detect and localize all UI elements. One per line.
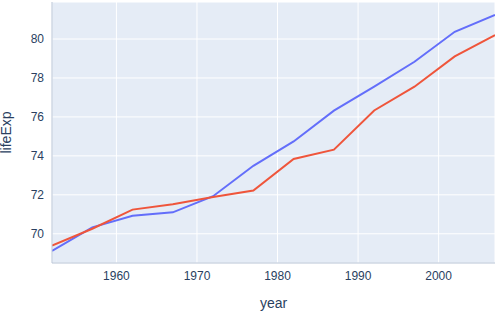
svg-text:78: 78: [31, 71, 45, 85]
svg-text:70: 70: [31, 227, 45, 241]
svg-text:1970: 1970: [184, 269, 211, 283]
svg-text:1960: 1960: [103, 269, 130, 283]
svg-text:2000: 2000: [425, 269, 452, 283]
svg-text:1990: 1990: [345, 269, 372, 283]
svg-text:lifeExp: lifeExp: [8, 111, 14, 153]
svg-text:year: year: [260, 295, 288, 311]
svg-text:74: 74: [31, 149, 45, 163]
svg-text:76: 76: [31, 110, 45, 124]
svg-text:72: 72: [31, 188, 45, 202]
svg-text:1980: 1980: [264, 269, 291, 283]
svg-text:80: 80: [31, 32, 45, 46]
